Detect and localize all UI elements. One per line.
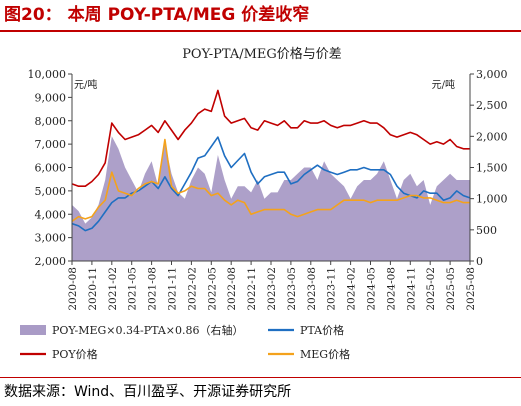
y-left-tick-label: 8,000 [35, 115, 67, 128]
x-tick-label: 2022-05 [206, 267, 218, 311]
x-tick-label: 2022-08 [226, 267, 238, 311]
x-tick-label: 2023-05 [286, 267, 298, 311]
x-tick-label: 2022-02 [186, 267, 198, 311]
figure-label: 图20： [4, 5, 62, 25]
plot-area: 2,000 3,000 4,000 5,000 6,000 7,000 8,000 9,000… [28, 68, 508, 311]
meg-line [71, 138, 470, 222]
x-tick-label: 2025-02 [425, 267, 437, 311]
spread-legend-label: POY-MEG×0.34-PTA×0.86（右轴） [52, 323, 244, 337]
y-right-tick-label: 1,500 [476, 162, 508, 175]
y-left-tick-label: 4,000 [35, 208, 67, 221]
title-rule [0, 30, 521, 32]
y-right-tick-label: 2,500 [476, 99, 508, 112]
x-tick-label: 2021-11 [167, 267, 179, 311]
x-tick-label: 2020-08 [67, 267, 79, 311]
x-tick-label: 2023-11 [326, 267, 338, 311]
source-rule [0, 377, 521, 378]
y-right-tick-label: 2,000 [476, 130, 508, 143]
spread-area [72, 136, 470, 261]
chart-title: POY-PTA/MEG价格与价差 [182, 46, 342, 62]
y-left-tick-label: 2,000 [35, 255, 67, 268]
x-tick-label: 2023-08 [306, 267, 318, 311]
poy-legend-label: POY价格 [52, 347, 98, 361]
x-tick-label: 2024-05 [366, 267, 378, 311]
y-left-tick-label: 10,000 [28, 68, 67, 81]
y-left-tick-label: 6,000 [35, 162, 67, 175]
x-tick-label: 2025-08 [465, 267, 477, 311]
y-left-tick-label: 7,000 [35, 138, 67, 151]
pta-line [71, 136, 471, 232]
meg-legend-label: MEG价格 [300, 347, 350, 361]
y-left-unit: 元/吨 [74, 78, 97, 91]
y-left-tick-label: 3,000 [35, 232, 67, 245]
legend: POY-MEG×0.34-PTA×0.86（右轴） PTA价格 POY价格 MEG价格 [20, 323, 350, 361]
x-tick-label: 2021-08 [147, 267, 159, 311]
y-left-tick-label: 5,000 [35, 185, 67, 198]
spread-legend-swatch [20, 325, 46, 335]
poy-line [71, 89, 470, 187]
x-tick-label: 2024-11 [405, 267, 417, 311]
y-right-tick-label: 0 [476, 255, 483, 268]
x-tick-label: 2020-11 [87, 267, 99, 311]
x-tick-label: 2025-05 [445, 267, 457, 311]
y-right-tick-label: 500 [476, 224, 497, 237]
y-right-tick-label: 1,000 [476, 193, 508, 206]
figure-title: 图20： 本周 POY-PTA/MEG 价差收窄 [4, 2, 517, 28]
figure-title-text: 本周 POY-PTA/MEG 价差收窄 [67, 5, 310, 25]
source-note: 数据来源：Wind、百川盈孚、开源证券研究所 [4, 384, 292, 400]
x-tick-label: 2021-05 [127, 267, 139, 311]
x-tick-label: 2021-02 [107, 267, 119, 311]
pta-legend-label: PTA价格 [300, 323, 344, 337]
x-tick-label: 2023-02 [266, 267, 278, 311]
y-right-tick-label: 3,000 [476, 68, 508, 81]
y-right-unit: 元/吨 [432, 78, 455, 91]
x-tick-label: 2022-11 [246, 267, 258, 311]
x-tick-label: 2024-02 [346, 267, 358, 311]
y-left-tick-label: 9,000 [35, 91, 67, 104]
x-tick-label: 2024-08 [385, 267, 397, 311]
chart: POY-PTA/MEG价格与价差 元/吨 元/吨 2,000 3,000 4,000… [20, 46, 508, 361]
